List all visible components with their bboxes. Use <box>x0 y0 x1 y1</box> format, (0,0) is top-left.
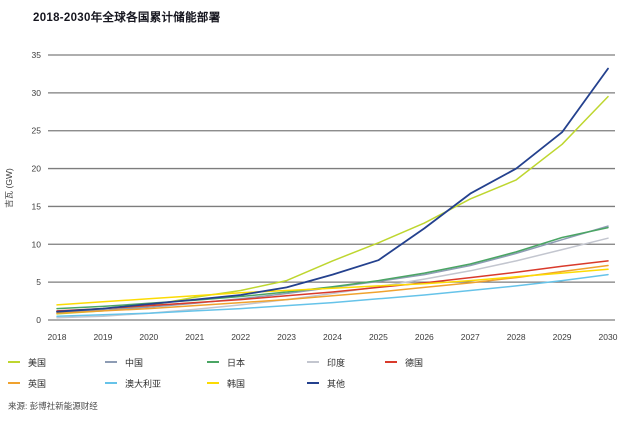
legend-item-us: 美国 <box>8 356 105 368</box>
legend-label-australia: 澳大利亚 <box>125 378 162 389</box>
legend-swatch-korea <box>207 382 219 384</box>
legend-item-china: 中国 <box>105 356 207 368</box>
legend-item-germany: 德国 <box>385 356 423 368</box>
legend-swatch-germany <box>385 361 397 363</box>
legend-label-japan: 日本 <box>227 357 246 368</box>
legend-item-uk: 英国 <box>8 377 105 389</box>
legend-swatch-india <box>307 361 319 363</box>
legend-item-korea: 韩国 <box>207 377 307 389</box>
legend-label-korea: 韩国 <box>227 378 246 389</box>
legend-swatch-others <box>307 382 319 384</box>
x-tick-label: 2027 <box>461 332 480 342</box>
source-note: 来源: 彭博社新能源财经 <box>8 401 98 411</box>
legend-swatch-china <box>105 361 117 363</box>
x-tick-label: 2021 <box>185 332 204 342</box>
x-tick-label: 2029 <box>553 332 572 342</box>
x-tick-label: 2022 <box>231 332 250 342</box>
x-tick-label: 2019 <box>93 332 112 342</box>
y-tick-label: 10 <box>32 239 42 249</box>
x-tick-label: 2028 <box>507 332 526 342</box>
series-line-others <box>56 67 609 313</box>
y-axis-title: 吉瓦 (GW) <box>4 168 14 208</box>
x-tick-label: 2024 <box>323 332 342 342</box>
legend-label-others: 其他 <box>327 378 346 389</box>
x-tick-label: 2023 <box>277 332 296 342</box>
y-tick-label: 20 <box>32 164 42 174</box>
legend-label-uk: 英国 <box>28 378 47 389</box>
x-tick-label: 2030 <box>599 332 618 342</box>
legend-label-china: 中国 <box>125 357 144 368</box>
legend-item-australia: 澳大利亚 <box>105 377 207 389</box>
y-tick-label: 30 <box>32 88 42 98</box>
y-tick-label: 5 <box>36 277 41 287</box>
series-line-uk <box>56 264 609 314</box>
x-tick-label: 2026 <box>415 332 434 342</box>
y-tick-label: 35 <box>32 50 42 60</box>
x-tick-label: 2018 <box>48 332 67 342</box>
legend-item-india: 印度 <box>307 356 385 368</box>
legend-label-us: 美国 <box>28 357 47 368</box>
chart-legend: 美国 中国 日本 印度 德国英国 澳大利亚 韩国 其他 <box>8 356 423 389</box>
series-line-australia <box>56 273 609 317</box>
x-tick-label: 2025 <box>369 332 388 342</box>
legend-item-others: 其他 <box>307 377 385 389</box>
legend-label-india: 印度 <box>327 357 346 368</box>
y-tick-label: 0 <box>36 315 41 325</box>
series-line-germany <box>56 260 609 312</box>
series-line-us <box>56 95 609 315</box>
legend-swatch-uk <box>8 382 20 384</box>
legend-swatch-us <box>8 361 20 363</box>
y-tick-label: 25 <box>32 126 42 136</box>
x-tick-label: 2020 <box>139 332 158 342</box>
y-tick-label: 15 <box>32 201 42 211</box>
chart-title: 2018-2030年全球各国累计储能部署 <box>33 12 221 24</box>
legend-item-japan: 日本 <box>207 356 307 368</box>
legend-swatch-australia <box>105 382 117 384</box>
series-line-korea <box>56 268 609 306</box>
legend-swatch-japan <box>207 361 219 363</box>
legend-label-germany: 德国 <box>405 357 424 368</box>
